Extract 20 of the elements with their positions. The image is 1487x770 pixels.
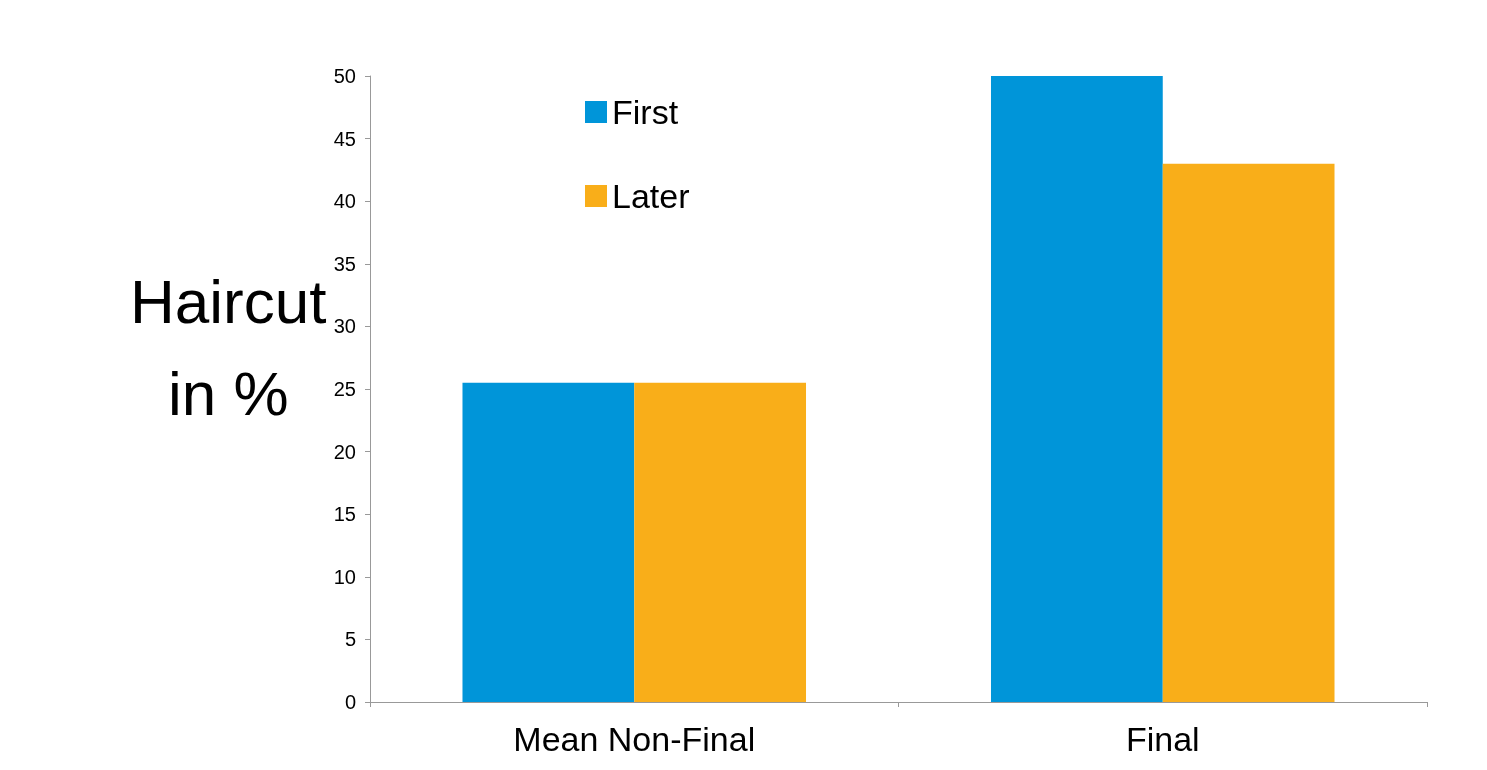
y-tick-label: 30 [333,315,356,338]
x-tick-label: Final [1125,720,1200,758]
bar [990,76,1163,702]
y-tick-label: 50 [333,65,356,87]
y-tick-label: 15 [333,503,356,526]
legend-label: First [612,93,679,131]
y-tick-label: 5 [344,628,356,651]
bar [462,382,635,702]
y-tick-label: 45 [333,127,356,150]
x-tick-label: Mean Non-Final [513,720,756,758]
bar [634,382,807,702]
legend-label: Later [612,177,690,215]
y-tick-label: 20 [333,440,356,463]
y-tick-label: 0 [344,691,356,713]
y-tick-label: 35 [333,252,356,275]
bar [1162,163,1335,702]
y-tick-label: 40 [333,190,356,213]
y-tick-label: 10 [333,565,356,588]
y-axis-title: Haircut in % [130,266,327,428]
y-tick-label: 25 [333,378,356,400]
